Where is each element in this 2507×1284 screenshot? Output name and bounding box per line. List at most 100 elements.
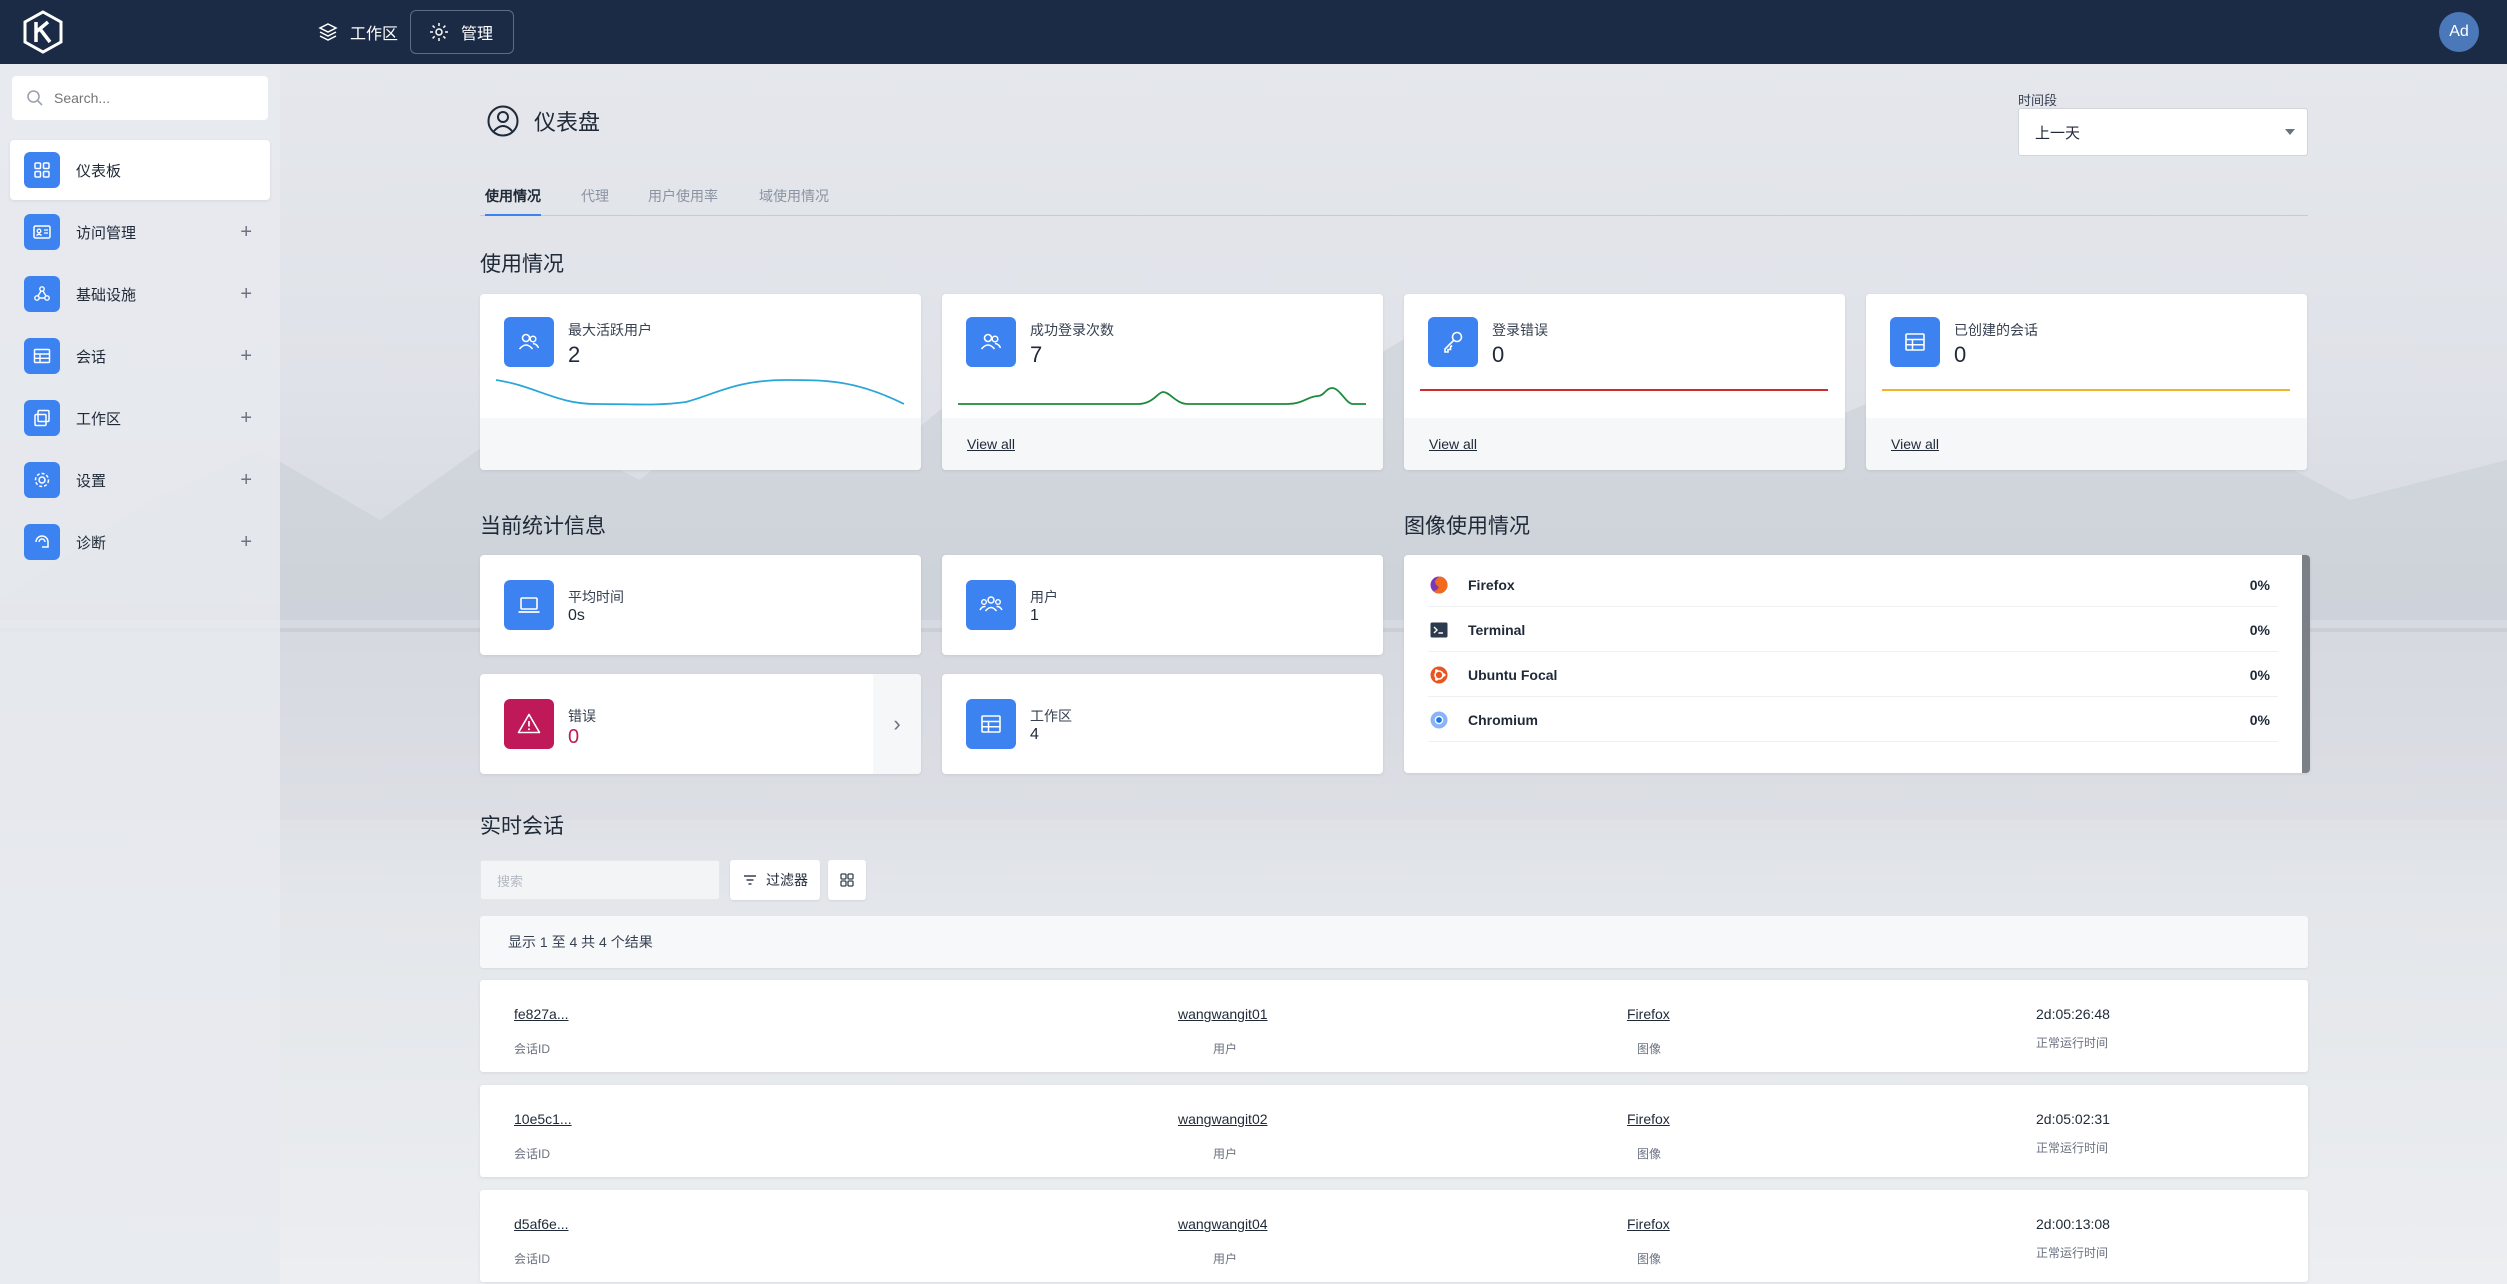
session-image-label: 图像 [1637, 1147, 1662, 1161]
grid-view-button[interactable] [828, 860, 866, 900]
users-icon [504, 317, 554, 367]
session-image-label: 图像 [1637, 1042, 1662, 1056]
stat-label: 最大活跃用户 [568, 322, 652, 338]
sidebar-item-dashboard[interactable]: 仪表板 [10, 140, 270, 200]
session-uptime: 2d:05:26:48 [2036, 1006, 2110, 1022]
expand-plus-icon[interactable]: + [240, 344, 252, 367]
session-id-label: 会话ID [514, 1252, 551, 1266]
sidebar-item-diagnostics[interactable]: 诊断 + [10, 512, 270, 572]
sidebar-item-infrastructure[interactable]: 基础设施 + [10, 264, 270, 324]
sessions-created-card: 已创建的会话 0 View all [1866, 294, 2307, 470]
session-id-link[interactable]: d5af6e... [514, 1216, 569, 1232]
user-circle-icon [487, 105, 519, 137]
session-user-link[interactable]: wangwangit02 [1178, 1111, 1268, 1127]
sidebar: 仪表板 访问管理 + 基础设施 + 会话 + 工作区 + 设置 + [0, 64, 280, 1284]
expand-plus-icon[interactable]: + [240, 282, 252, 305]
chevron-right-icon[interactable]: › [873, 674, 921, 774]
session-user-link[interactable]: wangwangit01 [1178, 1006, 1268, 1022]
workspace-tab-label: 工作区 [350, 26, 399, 43]
image-usage-row: Terminal 0% [1428, 608, 2278, 652]
errors-card[interactable]: 错误 0 › [480, 674, 921, 774]
usage-section-title: 使用情况 [480, 253, 564, 276]
user-avatar[interactable]: Ad [2439, 12, 2479, 52]
period-label: 时间段 [2018, 93, 2058, 108]
session-user-label: 用户 [1213, 1042, 1238, 1056]
key-icon [1428, 317, 1478, 367]
kasm-logo-icon[interactable] [22, 10, 64, 54]
image-name: Chromium [1468, 711, 1538, 728]
period-select-value: 上一天 [2035, 124, 2081, 142]
card-footer [1866, 418, 2307, 470]
successful-logins-card: 成功登录次数 7 View all [942, 294, 1383, 470]
sidebar-item-access-management[interactable]: 访问管理 + [10, 202, 270, 262]
expand-plus-icon[interactable]: + [240, 406, 252, 429]
gear-icon [430, 23, 448, 41]
session-row[interactable]: fe827a... 会话ID wangwangit01 用户 Firefox 图… [480, 980, 2308, 1072]
view-all-link[interactable]: View all [1429, 436, 1477, 452]
tab-usage[interactable]: 使用情况 [485, 186, 541, 216]
filter-icon [744, 875, 756, 885]
expand-plus-icon[interactable]: + [240, 468, 252, 491]
stat-value: 2 [568, 342, 581, 367]
tab-agents[interactable]: 代理 [581, 188, 609, 204]
users-group-icon [966, 580, 1016, 630]
tab-user-usage[interactable]: 用户使用率 [648, 188, 718, 204]
image-percent: 0% [2249, 621, 2270, 638]
sidebar-search[interactable] [12, 76, 268, 120]
filter-button[interactable]: 过滤器 [730, 860, 820, 900]
image-name: Firefox [1468, 576, 1515, 593]
session-image-link[interactable]: Firefox [1627, 1111, 1670, 1127]
login-errors-card: 登录错误 0 View all [1404, 294, 1845, 470]
stat-label: 成功登录次数 [1030, 322, 1114, 338]
sidebar-search-input[interactable] [54, 90, 254, 106]
session-id-link[interactable]: 10e5c1... [514, 1111, 572, 1127]
session-image-link[interactable]: Firefox [1627, 1216, 1670, 1232]
view-all-link[interactable]: View all [1891, 436, 1939, 452]
session-id-label: 会话ID [514, 1042, 551, 1056]
image-name: Terminal [1468, 621, 1526, 638]
view-all-link[interactable]: View all [967, 436, 1015, 452]
admin-tab[interactable]: 管理 [410, 10, 514, 54]
expand-plus-icon[interactable]: + [240, 530, 252, 553]
copy-icon [24, 400, 60, 436]
session-row[interactable]: 10e5c1... 会话ID wangwangit02 用户 Firefox 图… [480, 1085, 2308, 1177]
grid-icon [24, 152, 60, 188]
sidebar-item-settings[interactable]: 设置 + [10, 450, 270, 510]
sidebar-item-label: 仪表板 [76, 162, 122, 180]
period-select[interactable]: 上一天 [2018, 108, 2308, 156]
workspace-tab[interactable]: 工作区 [300, 10, 416, 54]
layers-icon [318, 23, 338, 41]
firefox-icon [1428, 574, 1450, 596]
page-title: 仪表盘 [534, 110, 601, 135]
terminal-icon [1428, 619, 1450, 641]
session-row[interactable]: d5af6e... 会话ID wangwangit04 用户 Firefox 图… [480, 1190, 2308, 1282]
card-footer [942, 418, 1383, 470]
stat-value: 0s [568, 607, 585, 624]
tab-bar: 使用情况 代理 用户使用率 域使用情况 [480, 174, 2308, 216]
stat-value: 0 [568, 726, 580, 748]
session-search-input[interactable]: 搜索 [480, 860, 720, 900]
session-uptime-label: 正常运行时间 [2036, 1036, 2109, 1050]
stat-value: 0 [1954, 342, 1967, 367]
sessions-created-sparkline [1882, 389, 2290, 391]
caret-down-icon [2285, 129, 2295, 135]
sidebar-item-workspaces[interactable]: 工作区 + [10, 388, 270, 448]
image-name: Ubuntu Focal [1468, 666, 1558, 683]
max-active-users-card: 最大活跃用户 2 [480, 294, 921, 470]
image-usage-row: Firefox 0% [1428, 563, 2278, 607]
stat-value: 0 [1492, 342, 1505, 367]
image-usage-card: Firefox 0% Terminal 0% Ubuntu Focal 0% C… [1404, 555, 2310, 773]
session-user-link[interactable]: wangwangit04 [1178, 1216, 1268, 1232]
sidebar-item-sessions[interactable]: 会话 + [10, 326, 270, 386]
tab-domain-usage[interactable]: 域使用情况 [759, 188, 829, 204]
image-usage-scrollbar[interactable] [2302, 555, 2310, 773]
laptop-icon [504, 580, 554, 630]
session-id-link[interactable]: fe827a... [514, 1006, 569, 1022]
sidebar-item-label: 设置 [76, 472, 107, 490]
session-image-link[interactable]: Firefox [1627, 1006, 1670, 1022]
image-usage-row: Chromium 0% [1428, 698, 2278, 742]
stat-value: 1 [1030, 607, 1039, 624]
expand-plus-icon[interactable]: + [240, 220, 252, 243]
workspaces-card: 工作区 4 [942, 674, 1383, 774]
image-percent: 0% [2249, 666, 2270, 683]
